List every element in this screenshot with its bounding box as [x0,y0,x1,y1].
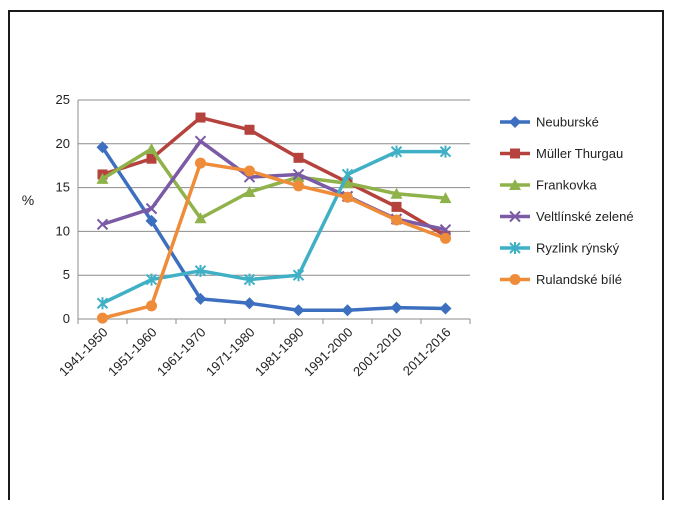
x-tick-label: 1981-1990 [252,325,307,380]
x-tick-label: 1941-1950 [56,325,111,380]
series-0 [96,141,452,317]
x-tick-labels: 1941-19501951-19601961-19701971-19801981… [56,325,454,380]
legend-label: Ryzlink rýnský [536,241,620,256]
data-point [342,191,353,203]
data-point [390,187,403,199]
legend-label: Neuburské [536,115,599,130]
legend-label: Veltlínské zelené [536,209,634,224]
data-point [390,145,403,158]
data-point [244,165,255,177]
data-point [96,297,109,310]
data-point [195,157,206,169]
series-5 [97,157,451,324]
data-point [243,185,256,197]
data-point [145,214,158,227]
legend-item: Frankovka [500,178,597,193]
data-point [96,141,109,154]
axes [77,100,471,324]
data-point [391,201,402,212]
data-point [391,214,402,226]
x-tick-label: 1971-1980 [203,325,258,380]
data-point [146,300,157,312]
data-point [97,312,108,324]
y-tick-label: 0 [63,311,70,326]
data-point [439,223,452,236]
y-tick-label: 15 [56,180,70,195]
data-point [439,145,452,158]
x-tick-label: 1991-2000 [301,325,356,380]
data-point [145,273,158,286]
legend-marker [509,242,521,254]
legend-marker [509,274,521,285]
data-point [96,172,109,184]
data-point [292,171,305,183]
legend-item: Ryzlink rýnský [500,241,620,256]
data-point [293,180,304,192]
data-point [195,112,206,123]
legend-item: Veltlínské zelené [500,209,634,224]
series-line [100,115,448,238]
legend-marker [509,210,521,223]
legend-item: Neuburské [500,115,599,130]
data-point [292,168,305,181]
data-point [194,292,207,305]
x-tick-label: 1951-1960 [105,325,160,380]
legend-item: Müller Thurgau [500,146,623,161]
data-point [243,297,256,310]
legend: Neuburské Müller Thurgau Frankovka Veltlíns… [500,115,634,287]
x-tick-label: 2001-2010 [350,325,405,380]
y-tick-label: 20 [56,136,70,151]
legend-label: Rulandské bílé [536,272,622,287]
data-point [341,304,354,317]
data-point [439,302,452,315]
data-point [439,192,452,204]
legend-marker [510,148,520,159]
data-point [243,273,256,286]
series-group [96,112,452,324]
data-point [292,304,305,317]
series-line [100,161,448,320]
data-point [293,152,304,163]
legend-marker [509,179,521,190]
series-4 [96,145,452,310]
data-point [341,168,354,181]
data-point [341,177,354,189]
series-line [100,147,448,221]
x-tick-label: 1961-1970 [154,325,209,380]
y-tick-label: 10 [56,223,70,238]
data-point [440,232,451,244]
y-tick-label: 25 [56,92,70,107]
data-point [145,202,158,215]
x-tick-label: 2011-2016 [400,325,454,379]
data-point [244,124,255,135]
data-point [96,218,109,231]
series-2 [96,143,452,224]
data-point [292,269,305,282]
data-point [390,301,403,314]
legend-item: Rulandské bílé [500,272,622,287]
data-point [194,264,207,277]
legend-marker [509,116,521,128]
y-tick-labels: 0 5 10 15 20 25 [56,92,70,326]
y-axis-label: % [22,192,34,208]
y-tick-label: 5 [63,267,70,282]
legend-label: Frankovka [536,178,597,193]
data-point [146,153,157,164]
data-point [194,212,207,224]
data-point [145,143,158,155]
chart-frame [8,10,664,500]
series-line [100,145,448,312]
legend-label: Müller Thurgau [536,146,623,161]
data-point [194,135,207,147]
